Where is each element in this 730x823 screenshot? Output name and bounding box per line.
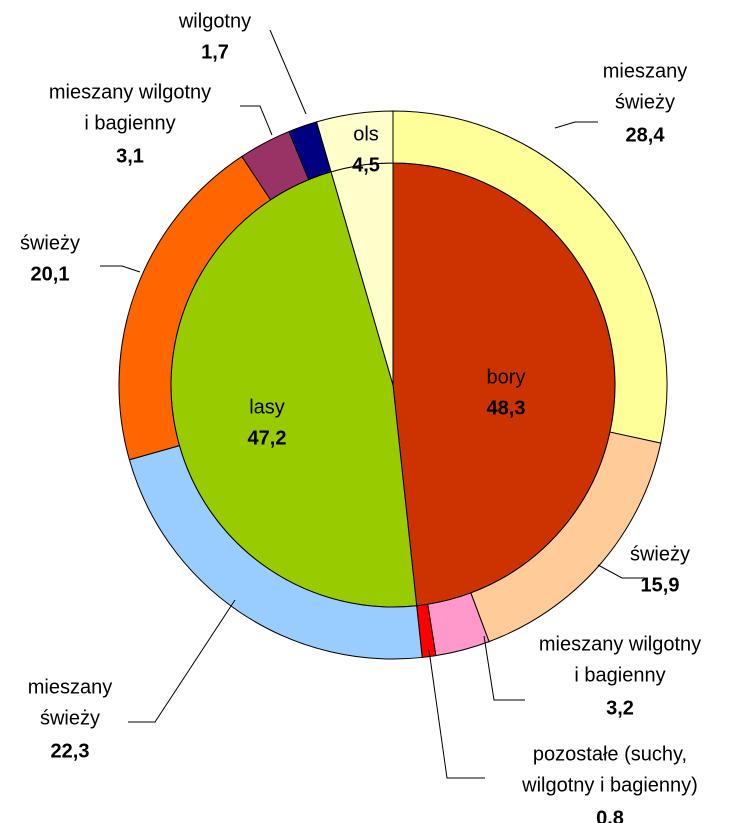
value-label: 15,9: [641, 574, 680, 596]
wedges: [118, 110, 668, 660]
slice-label: pozostałe (suchy,: [533, 743, 687, 765]
leader-line: [100, 265, 141, 273]
labels: bory 48,3 lasy 47,2 ols 4,5 mieszany świeży 28,4…: [20, 10, 701, 823]
slice-label: mieszany: [28, 676, 112, 698]
slice-label: mieszany wilgotny: [49, 81, 211, 103]
value-label: 20,1: [31, 263, 70, 285]
slice-label: wilgotny: [178, 10, 251, 32]
value-label: 48,3: [487, 397, 526, 419]
leader-line: [269, 29, 307, 115]
value-label: 47,2: [248, 427, 287, 449]
slice-label: świeży: [615, 91, 675, 113]
value-label: 4,5: [352, 154, 380, 176]
wedge: [315, 110, 394, 173]
value-label: 3,2: [606, 697, 634, 719]
slice-label: i bagienny: [84, 112, 175, 134]
slice-label: bory: [487, 366, 526, 388]
leader-line: [428, 649, 485, 779]
slice-label: wilgotny i bagienny): [521, 774, 698, 796]
leader-line: [554, 121, 598, 129]
value-label: 28,4: [626, 124, 666, 146]
value-label: 22,3: [51, 740, 90, 762]
slice-label: świeży: [20, 232, 80, 254]
slice-label: mieszany wilgotny: [539, 633, 701, 655]
slice-label: świeży: [40, 707, 100, 729]
leader-line: [483, 635, 525, 701]
slice-label: lasy: [249, 396, 285, 418]
slice-label: i bagienny: [574, 664, 665, 686]
value-label: 0.8: [596, 807, 624, 823]
slice-label: ols: [353, 123, 379, 145]
leader-line: [128, 599, 236, 723]
slice-label: mieszany: [603, 60, 687, 82]
leader-lines: [100, 29, 645, 779]
leader-line: [597, 564, 645, 579]
value-label: 3,1: [116, 145, 144, 167]
slice-label: świeży: [630, 543, 690, 565]
leader-line: [240, 105, 273, 136]
value-label: 1,7: [201, 41, 229, 63]
